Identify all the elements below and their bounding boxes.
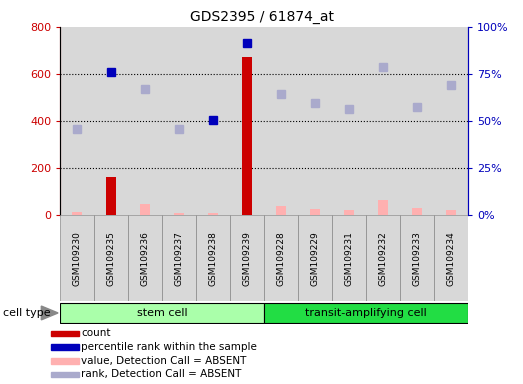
Bar bbox=[230, 27, 264, 215]
Polygon shape bbox=[41, 306, 58, 320]
Bar bbox=[128, 215, 162, 301]
Bar bbox=[162, 215, 196, 301]
Bar bbox=[106, 177, 116, 215]
Bar bbox=[60, 303, 264, 323]
Bar bbox=[128, 27, 162, 215]
Text: GSM109230: GSM109230 bbox=[73, 231, 82, 286]
Text: rank, Detection Call = ABSENT: rank, Detection Call = ABSENT bbox=[82, 369, 242, 379]
Bar bbox=[332, 27, 366, 215]
Text: cell type: cell type bbox=[3, 308, 50, 318]
Text: GSM109235: GSM109235 bbox=[107, 231, 116, 286]
Bar bbox=[230, 215, 264, 301]
Bar bbox=[51, 358, 79, 364]
Bar bbox=[298, 27, 332, 215]
Bar bbox=[400, 215, 434, 301]
Bar bbox=[51, 344, 79, 350]
Bar bbox=[60, 215, 94, 301]
Text: GDS2395 / 61874_at: GDS2395 / 61874_at bbox=[189, 10, 334, 23]
Text: GSM109239: GSM109239 bbox=[243, 231, 252, 286]
Bar bbox=[196, 215, 230, 301]
Bar bbox=[366, 27, 400, 215]
Bar bbox=[264, 215, 298, 301]
Bar bbox=[446, 210, 456, 215]
Bar bbox=[208, 213, 218, 215]
Text: value, Detection Call = ABSENT: value, Detection Call = ABSENT bbox=[82, 356, 247, 366]
Bar bbox=[60, 27, 94, 215]
Bar bbox=[310, 209, 320, 215]
Bar bbox=[366, 215, 400, 301]
Text: percentile rank within the sample: percentile rank within the sample bbox=[82, 342, 257, 352]
Bar bbox=[344, 210, 354, 215]
Bar bbox=[332, 215, 366, 301]
Text: GSM109229: GSM109229 bbox=[311, 231, 320, 286]
Bar bbox=[400, 27, 434, 215]
Text: stem cell: stem cell bbox=[137, 308, 187, 318]
Bar bbox=[196, 27, 230, 215]
Text: GSM109234: GSM109234 bbox=[447, 231, 456, 286]
Bar bbox=[434, 27, 468, 215]
Bar bbox=[51, 372, 79, 377]
Bar bbox=[242, 58, 252, 215]
Bar bbox=[264, 27, 298, 215]
Bar bbox=[94, 27, 128, 215]
Bar bbox=[140, 204, 150, 215]
Text: GSM109238: GSM109238 bbox=[209, 231, 218, 286]
Text: GSM109236: GSM109236 bbox=[141, 231, 150, 286]
Bar bbox=[174, 213, 184, 215]
Bar bbox=[264, 303, 468, 323]
Bar bbox=[72, 212, 82, 215]
Bar bbox=[94, 215, 128, 301]
Text: GSM109228: GSM109228 bbox=[277, 231, 286, 286]
Bar bbox=[434, 215, 468, 301]
Text: count: count bbox=[82, 328, 111, 338]
Bar bbox=[298, 215, 332, 301]
Text: GSM109237: GSM109237 bbox=[175, 231, 184, 286]
Bar bbox=[51, 331, 79, 336]
Bar bbox=[162, 27, 196, 215]
Text: GSM109233: GSM109233 bbox=[413, 231, 422, 286]
Bar bbox=[378, 200, 388, 215]
Bar bbox=[412, 209, 422, 215]
Bar bbox=[276, 206, 286, 215]
Text: transit-amplifying cell: transit-amplifying cell bbox=[305, 308, 427, 318]
Text: GSM109231: GSM109231 bbox=[345, 231, 354, 286]
Text: GSM109232: GSM109232 bbox=[379, 231, 388, 286]
